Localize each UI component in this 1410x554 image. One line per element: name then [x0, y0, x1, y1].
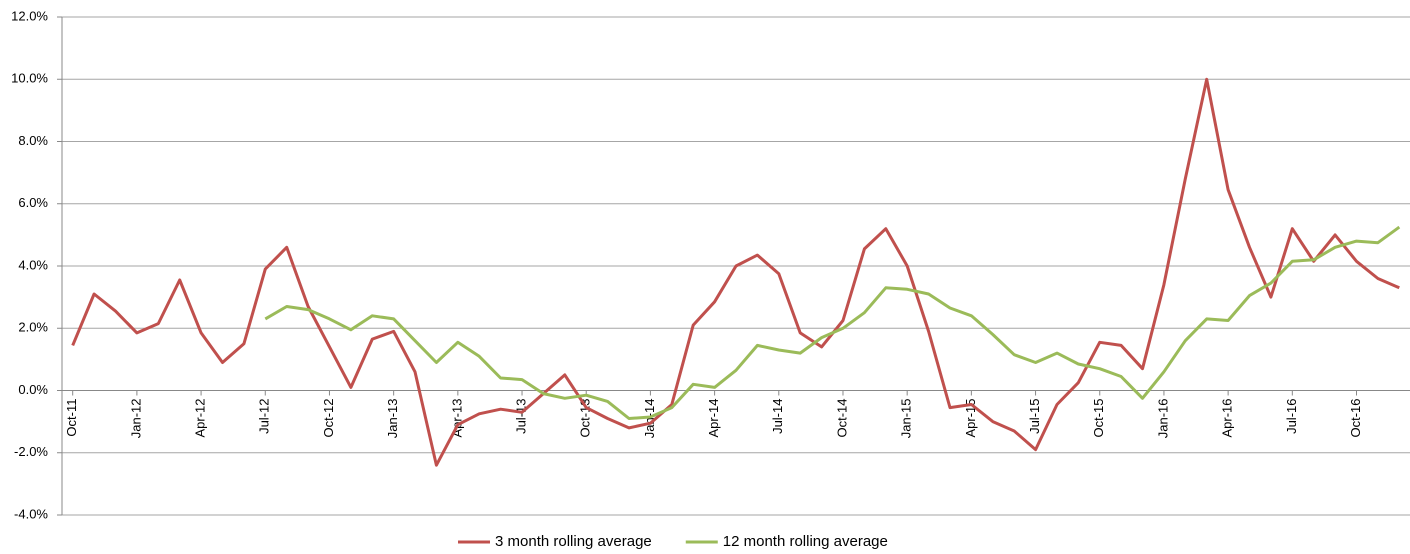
x-tick-label: Jul-14 [770, 399, 785, 434]
x-tick-label: Jul-15 [1027, 399, 1042, 434]
x-tick-label: Apr-14 [706, 399, 721, 438]
x-tick-label: Jan-15 [899, 399, 914, 439]
y-tick-label: -2.0% [14, 444, 48, 459]
y-tick-label: 4.0% [18, 257, 48, 272]
x-tick-label: Jan-12 [128, 399, 143, 439]
x-tick-label: Apr-16 [1220, 399, 1235, 438]
legend-label: 3 month rolling average [495, 533, 652, 550]
x-tick-label: Jul-13 [513, 399, 528, 434]
x-tick-label: Jul-12 [257, 399, 272, 434]
y-tick-label: 6.0% [18, 195, 48, 210]
x-tick-label: Oct-12 [321, 399, 336, 438]
series-line [264, 225, 1401, 420]
y-tick-label: 10.0% [11, 71, 48, 86]
series-line [71, 77, 1400, 467]
x-tick-label: Oct-14 [834, 399, 849, 438]
y-tick-label: -4.0% [14, 506, 48, 521]
x-tick-label: Apr-12 [193, 399, 208, 438]
x-tick-label: Jul-16 [1284, 399, 1299, 434]
y-tick-label: 0.0% [18, 382, 48, 397]
x-tick-label: Jan-16 [1155, 399, 1170, 439]
x-tick-label: Oct-11 [64, 399, 79, 437]
legend-label: 12 month rolling average [723, 533, 888, 550]
x-tick-label: Apr-13 [449, 399, 464, 438]
x-tick-label: Jan-13 [385, 399, 400, 439]
y-tick-label: 2.0% [18, 320, 48, 335]
x-tick-label: Oct-16 [1348, 399, 1363, 438]
y-tick-label: 8.0% [18, 133, 48, 148]
y-tick-label: 12.0% [11, 8, 48, 23]
x-tick-label: Oct-15 [1091, 399, 1106, 438]
